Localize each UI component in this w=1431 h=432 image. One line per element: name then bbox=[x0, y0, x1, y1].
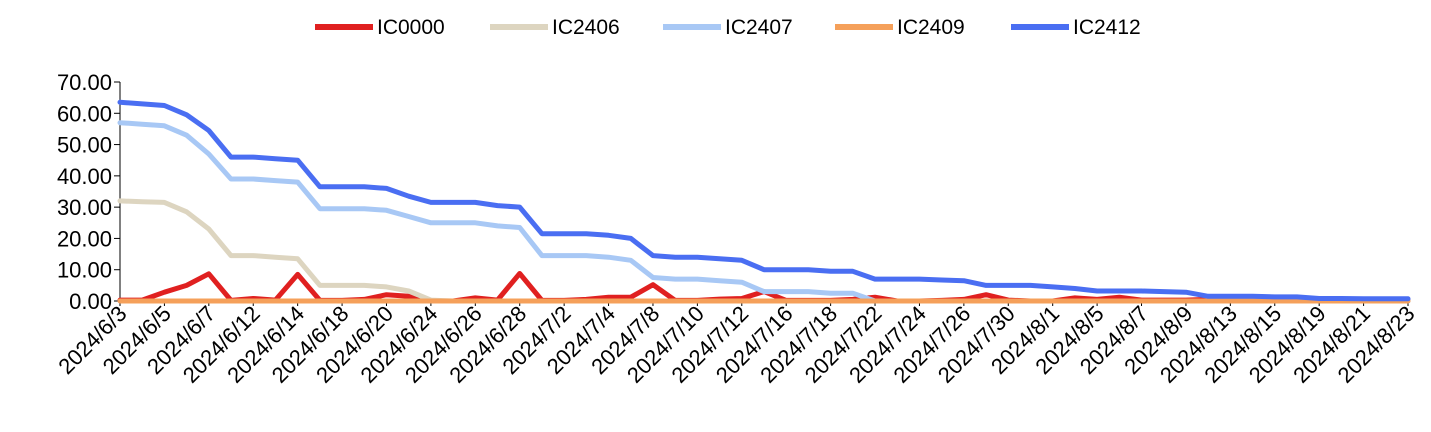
legend-item-ic2407: IC2407 bbox=[663, 16, 793, 39]
y-tick-label: 0.00 bbox=[69, 289, 112, 314]
legend-item-ic0000: IC0000 bbox=[315, 16, 445, 39]
legend-label: IC2406 bbox=[552, 16, 620, 39]
y-tick-label: 50.00 bbox=[57, 133, 112, 158]
legend-label: IC2409 bbox=[897, 16, 965, 39]
legend-item-ic2412: IC2412 bbox=[1011, 16, 1141, 39]
legend-label: IC0000 bbox=[377, 16, 445, 39]
y-tick-label: 40.00 bbox=[57, 164, 112, 189]
legend-item-ic2406: IC2406 bbox=[490, 16, 620, 39]
y-tick-label: 70.00 bbox=[57, 70, 112, 95]
y-tick-label: 10.00 bbox=[57, 258, 112, 283]
plot-area bbox=[117, 99, 1411, 304]
y-tick-label: 20.00 bbox=[57, 226, 112, 251]
legend-label: IC2407 bbox=[725, 16, 793, 39]
x-axis: 2024/6/32024/6/52024/6/72024/6/122024/6/… bbox=[53, 300, 1420, 388]
y-axis: 0.00 10.00 20.00 30.00 40.00 50.00 60.00 70.00 bbox=[57, 70, 121, 314]
legend: IC0000 IC2406 IC2407 IC2409 IC2412 bbox=[315, 16, 1141, 39]
legend-item-ic2409: IC2409 bbox=[835, 16, 965, 39]
y-tick-label: 60.00 bbox=[57, 101, 112, 126]
legend-label: IC2412 bbox=[1073, 16, 1141, 39]
series-line-ic2406 bbox=[117, 198, 1411, 304]
y-tick-label: 30.00 bbox=[57, 195, 112, 220]
series-line-ic2412 bbox=[117, 99, 1411, 302]
